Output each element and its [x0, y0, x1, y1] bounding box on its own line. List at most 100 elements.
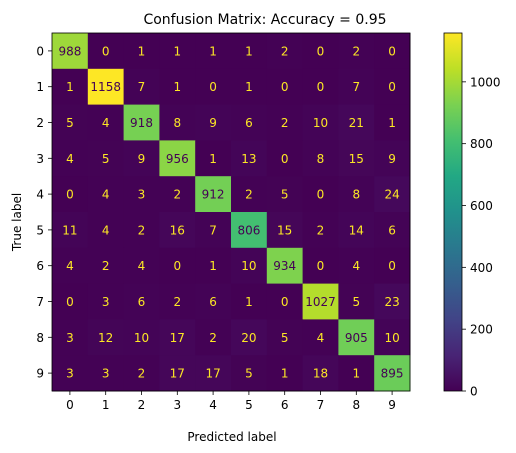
cell-value-label: 11: [62, 223, 77, 237]
heatmap-cell: [52, 33, 89, 70]
heatmap-cell: [374, 319, 411, 356]
x-tick-label: 0: [66, 398, 74, 412]
x-tick-label: 9: [388, 398, 396, 412]
plot-frame: [51, 32, 411, 392]
cell-value-label: 6: [245, 116, 253, 130]
cell-value-label: 2: [173, 188, 181, 202]
heatmap-cell: [195, 33, 232, 70]
cell-value-label: 4: [66, 152, 74, 166]
y-tick-label: 2: [36, 116, 44, 130]
heatmap-cell: [266, 140, 304, 177]
heatmap-cell: [266, 33, 304, 70]
cell-value-label: 0: [317, 80, 325, 94]
cell-value-label: 0: [281, 295, 289, 309]
heatmap-cell: [302, 247, 339, 285]
heatmap-cell: [87, 283, 125, 320]
heatmap-cell: [195, 283, 232, 320]
cell-value-label: 1: [138, 44, 146, 58]
cell-value-label: 7: [138, 80, 146, 94]
cell-value-label: 1: [245, 295, 253, 309]
x-tick-label: 7: [317, 398, 325, 412]
x-axis-ticks: 0 1 2 3 4 5 6 7 8 9: [66, 391, 396, 412]
heatmap-cell: [159, 33, 196, 70]
cell-value-label: 10: [241, 259, 256, 273]
cell-value-label: 4: [66, 259, 74, 273]
cell-value-label: 0: [66, 188, 74, 202]
heatmap-cell: [52, 140, 89, 177]
cell-value-label: 1: [173, 44, 181, 58]
heatmap-cell: [195, 247, 232, 285]
cell-value-label: 912: [202, 188, 225, 202]
heatmap-cell: [302, 212, 339, 249]
cell-value-label: 8: [173, 116, 181, 130]
cell-value-label: 0: [66, 295, 74, 309]
heatmap-cell: [52, 68, 89, 106]
heatmap-cell: [231, 104, 268, 141]
heatmap-cell: [266, 247, 304, 285]
cell-value-label: 1: [66, 80, 74, 94]
cell-value-label: 10: [134, 331, 149, 345]
cell-value-label: 8: [317, 152, 325, 166]
heatmap-cell: [302, 283, 339, 320]
cell-value-label: 10: [313, 116, 328, 130]
cell-value-label: 0: [388, 259, 396, 273]
cell-value-label: 13: [241, 152, 256, 166]
y-tick-label: 9: [36, 367, 44, 381]
heatmap-cell: [123, 104, 160, 141]
heatmap-cell: [195, 319, 232, 356]
heatmap-cell: [266, 212, 304, 249]
cell-value-label: 7: [352, 80, 360, 94]
heatmap-cell: [123, 319, 160, 356]
y-tick-label: 0: [36, 44, 44, 58]
cell-value-label: 18: [313, 367, 328, 381]
heatmap-cell: [123, 212, 160, 249]
y-tick-label: 3: [36, 152, 44, 166]
heatmap-cell: [338, 283, 375, 320]
heatmap-cell: [338, 212, 375, 249]
heatmap-cell: [231, 355, 268, 392]
heatmap-cell: [159, 176, 196, 213]
heatmap-cell: [266, 319, 304, 356]
cell-value-label: 2: [173, 295, 181, 309]
cell-value-label: 2: [317, 223, 325, 237]
y-tick-label: 7: [36, 295, 44, 309]
cell-value-label: 895: [381, 367, 404, 381]
heatmap-cell: [374, 355, 411, 392]
cell-value-label: 1: [173, 80, 181, 94]
heatmap-cell: [231, 212, 268, 249]
heatmap-cell: [159, 68, 196, 106]
heatmap-cell: [123, 68, 160, 106]
heatmap-cell: [374, 140, 411, 177]
x-tick-label: 1: [102, 398, 110, 412]
heatmap-cell: [123, 283, 160, 320]
x-tick-label: 5: [245, 398, 253, 412]
heatmap-cell: [195, 140, 232, 177]
heatmap-cells: [52, 33, 411, 392]
y-tick-label: 8: [36, 331, 44, 345]
heatmap-cell: [338, 319, 375, 356]
heatmap-cell: [87, 319, 125, 356]
heatmap-cell: [231, 283, 268, 320]
heatmap-cell: [52, 355, 89, 392]
heatmap-cell: [87, 140, 125, 177]
heatmap-cell: [52, 319, 89, 356]
heatmap-cell-labels: 988 0 1 1 1 1 2 0 2 01 1158 7 1 0 1 0 0 7 05 4 918 8 9 6 2 10 21 14…: [58, 44, 403, 380]
colorbar-tick-label: 600: [470, 199, 493, 213]
heatmap-cell: [159, 212, 196, 249]
heatmap-cell: [231, 247, 268, 285]
heatmap-cell: [338, 33, 375, 70]
cell-value-label: 934: [273, 259, 296, 273]
cell-value-label: 0: [388, 44, 396, 58]
cell-value-label: 17: [205, 367, 220, 381]
cell-value-label: 8: [352, 188, 360, 202]
cell-value-label: 1: [209, 152, 217, 166]
colorbar-tick-label: 1000: [470, 75, 501, 89]
cell-value-label: 1: [209, 44, 217, 58]
cell-value-label: 0: [317, 188, 325, 202]
colorbar-ticks: 0 200 400 600 800 1000: [462, 75, 501, 399]
heatmap-cell: [87, 176, 125, 213]
cell-value-label: 7: [209, 223, 217, 237]
cell-value-label: 3: [138, 188, 146, 202]
heatmap-cell: [159, 140, 196, 177]
heatmap-cell: [195, 68, 232, 106]
